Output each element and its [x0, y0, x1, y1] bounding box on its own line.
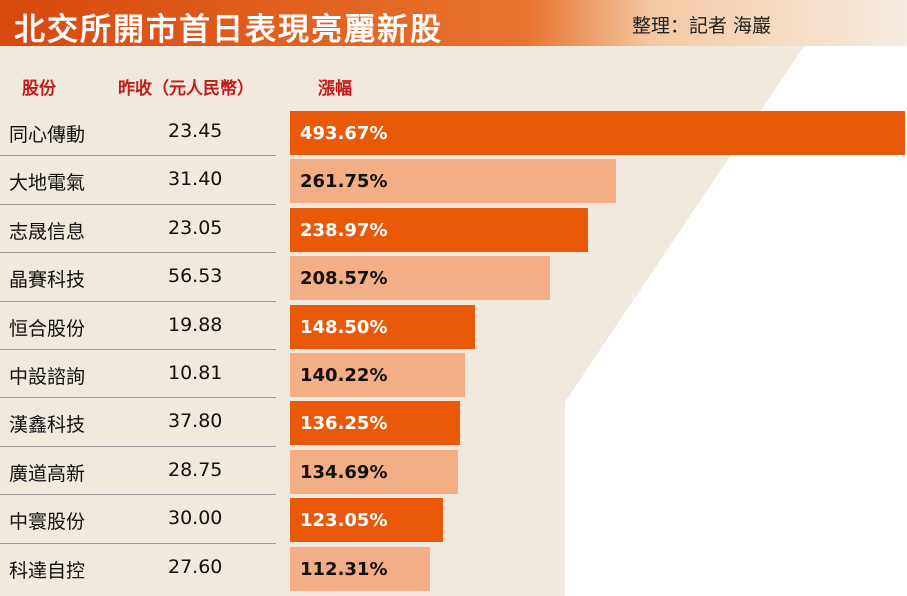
table-row: 志晟信息 23.05 238.97%: [0, 205, 907, 254]
stock-name: 晶賽科技: [9, 269, 86, 292]
stock-name: 中寰股份: [9, 511, 86, 534]
row-divider: [0, 542, 276, 544]
gain-label: 123.05%: [300, 510, 388, 532]
gain-label: 148.50%: [300, 316, 388, 338]
close-price: 56.53: [168, 265, 223, 288]
close-price: 23.05: [168, 216, 223, 239]
close-price: 30.00: [168, 507, 223, 530]
stock-name: 廣道高新: [9, 462, 86, 485]
gain-label: 208.57%: [300, 268, 388, 290]
credit-line: 整理：記者 海巖: [632, 15, 772, 37]
gain-bar: 134.69%: [290, 449, 458, 494]
row-divider: [0, 445, 276, 447]
stock-name: 志晟信息: [9, 220, 86, 243]
stock-name: 大地電氣: [9, 172, 86, 195]
gain-label: 261.75%: [300, 171, 388, 193]
table-row: 中設諮詢 10.81 140.22%: [0, 350, 907, 399]
gain-label: 136.25%: [300, 413, 388, 435]
table-row: 同心傳動 23.45 493.67%: [0, 108, 907, 157]
header-gain: 漲幅: [318, 79, 352, 99]
gain-label: 140.22%: [300, 365, 388, 386]
row-divider: [0, 397, 276, 399]
row-divider: [0, 494, 276, 496]
gain-bar: 261.75%: [290, 159, 616, 204]
table-row: 科達自控 27.60 112.31%: [0, 544, 907, 592]
stock-name: 科達自控: [9, 559, 86, 582]
row-divider: [0, 155, 276, 157]
gain-label: 238.97%: [300, 219, 388, 241]
table-row: 廣道高新 28.75 134.69%: [0, 447, 907, 496]
title-band: [0, 0, 907, 46]
gain-bar: 112.31%: [290, 546, 430, 591]
row-divider: [0, 203, 276, 205]
gain-bar: 238.97%: [290, 207, 588, 252]
table-row: 大地電氣 31.40 261.75%: [0, 156, 907, 205]
table-row: 恒合股份 19.88 148.50%: [0, 302, 907, 350]
close-price: 27.60: [168, 555, 223, 578]
gain-bar: 208.57%: [290, 256, 550, 301]
gain-bar: 148.50%: [290, 304, 475, 349]
row-divider: [0, 348, 276, 350]
gain-label: 112.31%: [300, 558, 388, 580]
close-price: 31.40: [168, 168, 223, 191]
gain-bar: 493.67%: [290, 111, 905, 155]
table-row: 晶賽科技 56.53 208.57%: [0, 253, 907, 302]
stock-name: 漢鑫科技: [9, 414, 86, 437]
chart-title: 北交所開市首日表現亮麗新股: [14, 12, 443, 48]
gain-bar: 136.25%: [290, 401, 460, 446]
gain-label: 493.67%: [300, 123, 388, 144]
stock-name: 同心傳動: [9, 124, 86, 146]
header-stock: 股份: [22, 79, 56, 99]
header-close: 昨收（元人民幣）: [118, 79, 254, 99]
gain-bar: 123.05%: [290, 498, 443, 543]
close-price: 23.45: [168, 120, 223, 142]
stock-name: 中設諮詢: [9, 366, 86, 388]
table-row: 中寰股份 30.00 123.05%: [0, 495, 907, 544]
stock-name: 恒合股份: [9, 317, 86, 340]
close-price: 37.80: [168, 410, 223, 433]
close-price: 19.88: [168, 313, 223, 336]
close-price: 28.75: [168, 458, 223, 481]
gain-bar: 140.22%: [290, 353, 465, 397]
table-row: 漢鑫科技 37.80 136.25%: [0, 398, 907, 447]
close-price: 10.81: [168, 362, 223, 384]
row-divider: [0, 252, 276, 254]
row-divider: [0, 300, 276, 302]
title-bar: 北交所開市首日表現亮麗新股 整理：記者 海巖: [0, 0, 907, 48]
gain-label: 134.69%: [300, 461, 388, 483]
